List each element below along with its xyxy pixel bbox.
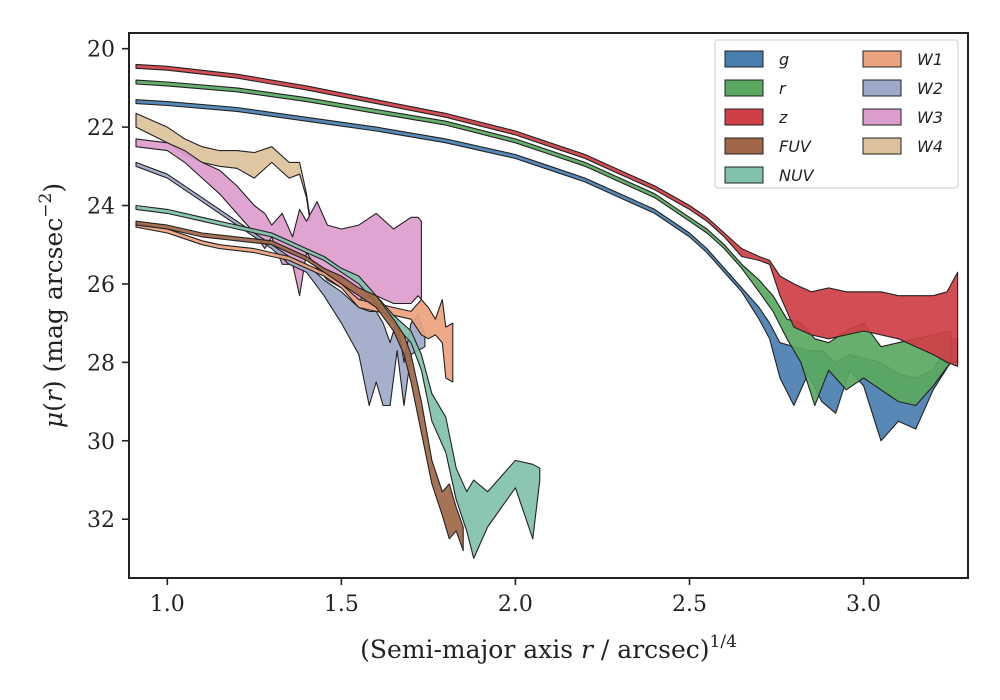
y-axis: 20 22 24 26 28 30 32 bbox=[87, 38, 129, 533]
band-fuv bbox=[135, 220, 464, 552]
band-z bbox=[135, 63, 959, 367]
legend-label-fuv: FUV bbox=[779, 137, 812, 156]
x-axis: 1.0 1.5 2.0 2.5 3.0 bbox=[150, 578, 881, 617]
y-tick-label: 24 bbox=[87, 195, 115, 220]
legend-label-w4: W4 bbox=[917, 137, 943, 156]
legend-swatch-w1 bbox=[862, 50, 902, 68]
y-tick-label: 20 bbox=[87, 38, 115, 63]
x-tick-label: 1.5 bbox=[324, 592, 359, 617]
y-tick-label: 30 bbox=[87, 430, 115, 455]
plot-frame bbox=[128, 32, 969, 579]
legend-label-z: z bbox=[778, 108, 788, 127]
band-w4 bbox=[135, 112, 311, 222]
legend-label-w1: W1 bbox=[917, 50, 943, 69]
legend-swatch-w3 bbox=[862, 108, 902, 126]
legend-swatch-nuv bbox=[724, 166, 764, 184]
legend-label-nuv: NUV bbox=[779, 166, 815, 185]
y-axis-title: μ(r) (mag arcsec−2) bbox=[36, 183, 68, 428]
x-tick-label: 2.0 bbox=[498, 592, 533, 617]
profile-bands bbox=[135, 63, 959, 559]
y-tick-label: 22 bbox=[87, 116, 115, 141]
legend-label-r: r bbox=[779, 79, 787, 98]
y-tick-label: 28 bbox=[87, 351, 115, 376]
y-tick-label: 32 bbox=[87, 508, 115, 533]
legend: grz FUV NUV W1 W2 W3 W4 bbox=[714, 39, 959, 189]
band-nuv bbox=[135, 204, 541, 559]
legend-swatch-fuv bbox=[724, 137, 764, 155]
legend-swatch-w2 bbox=[862, 79, 902, 97]
legend-swatch-r bbox=[724, 79, 764, 97]
y-tick-label: 26 bbox=[87, 273, 115, 298]
x-axis-title: (Semi-major axis r / arcsec)1/4 bbox=[360, 632, 737, 664]
legend-label-w3: W3 bbox=[917, 108, 943, 127]
legend-swatch-z bbox=[724, 108, 764, 126]
legend-swatch-w4 bbox=[862, 137, 902, 155]
band-w1 bbox=[135, 222, 454, 383]
x-tick-label: 3.0 bbox=[846, 592, 881, 617]
x-tick-label: 2.5 bbox=[672, 592, 707, 617]
legend-label-w2: W2 bbox=[917, 79, 943, 98]
legend-swatch-g bbox=[724, 50, 764, 68]
x-tick-label: 1.0 bbox=[150, 592, 185, 617]
legend-label-g: g bbox=[779, 50, 789, 69]
